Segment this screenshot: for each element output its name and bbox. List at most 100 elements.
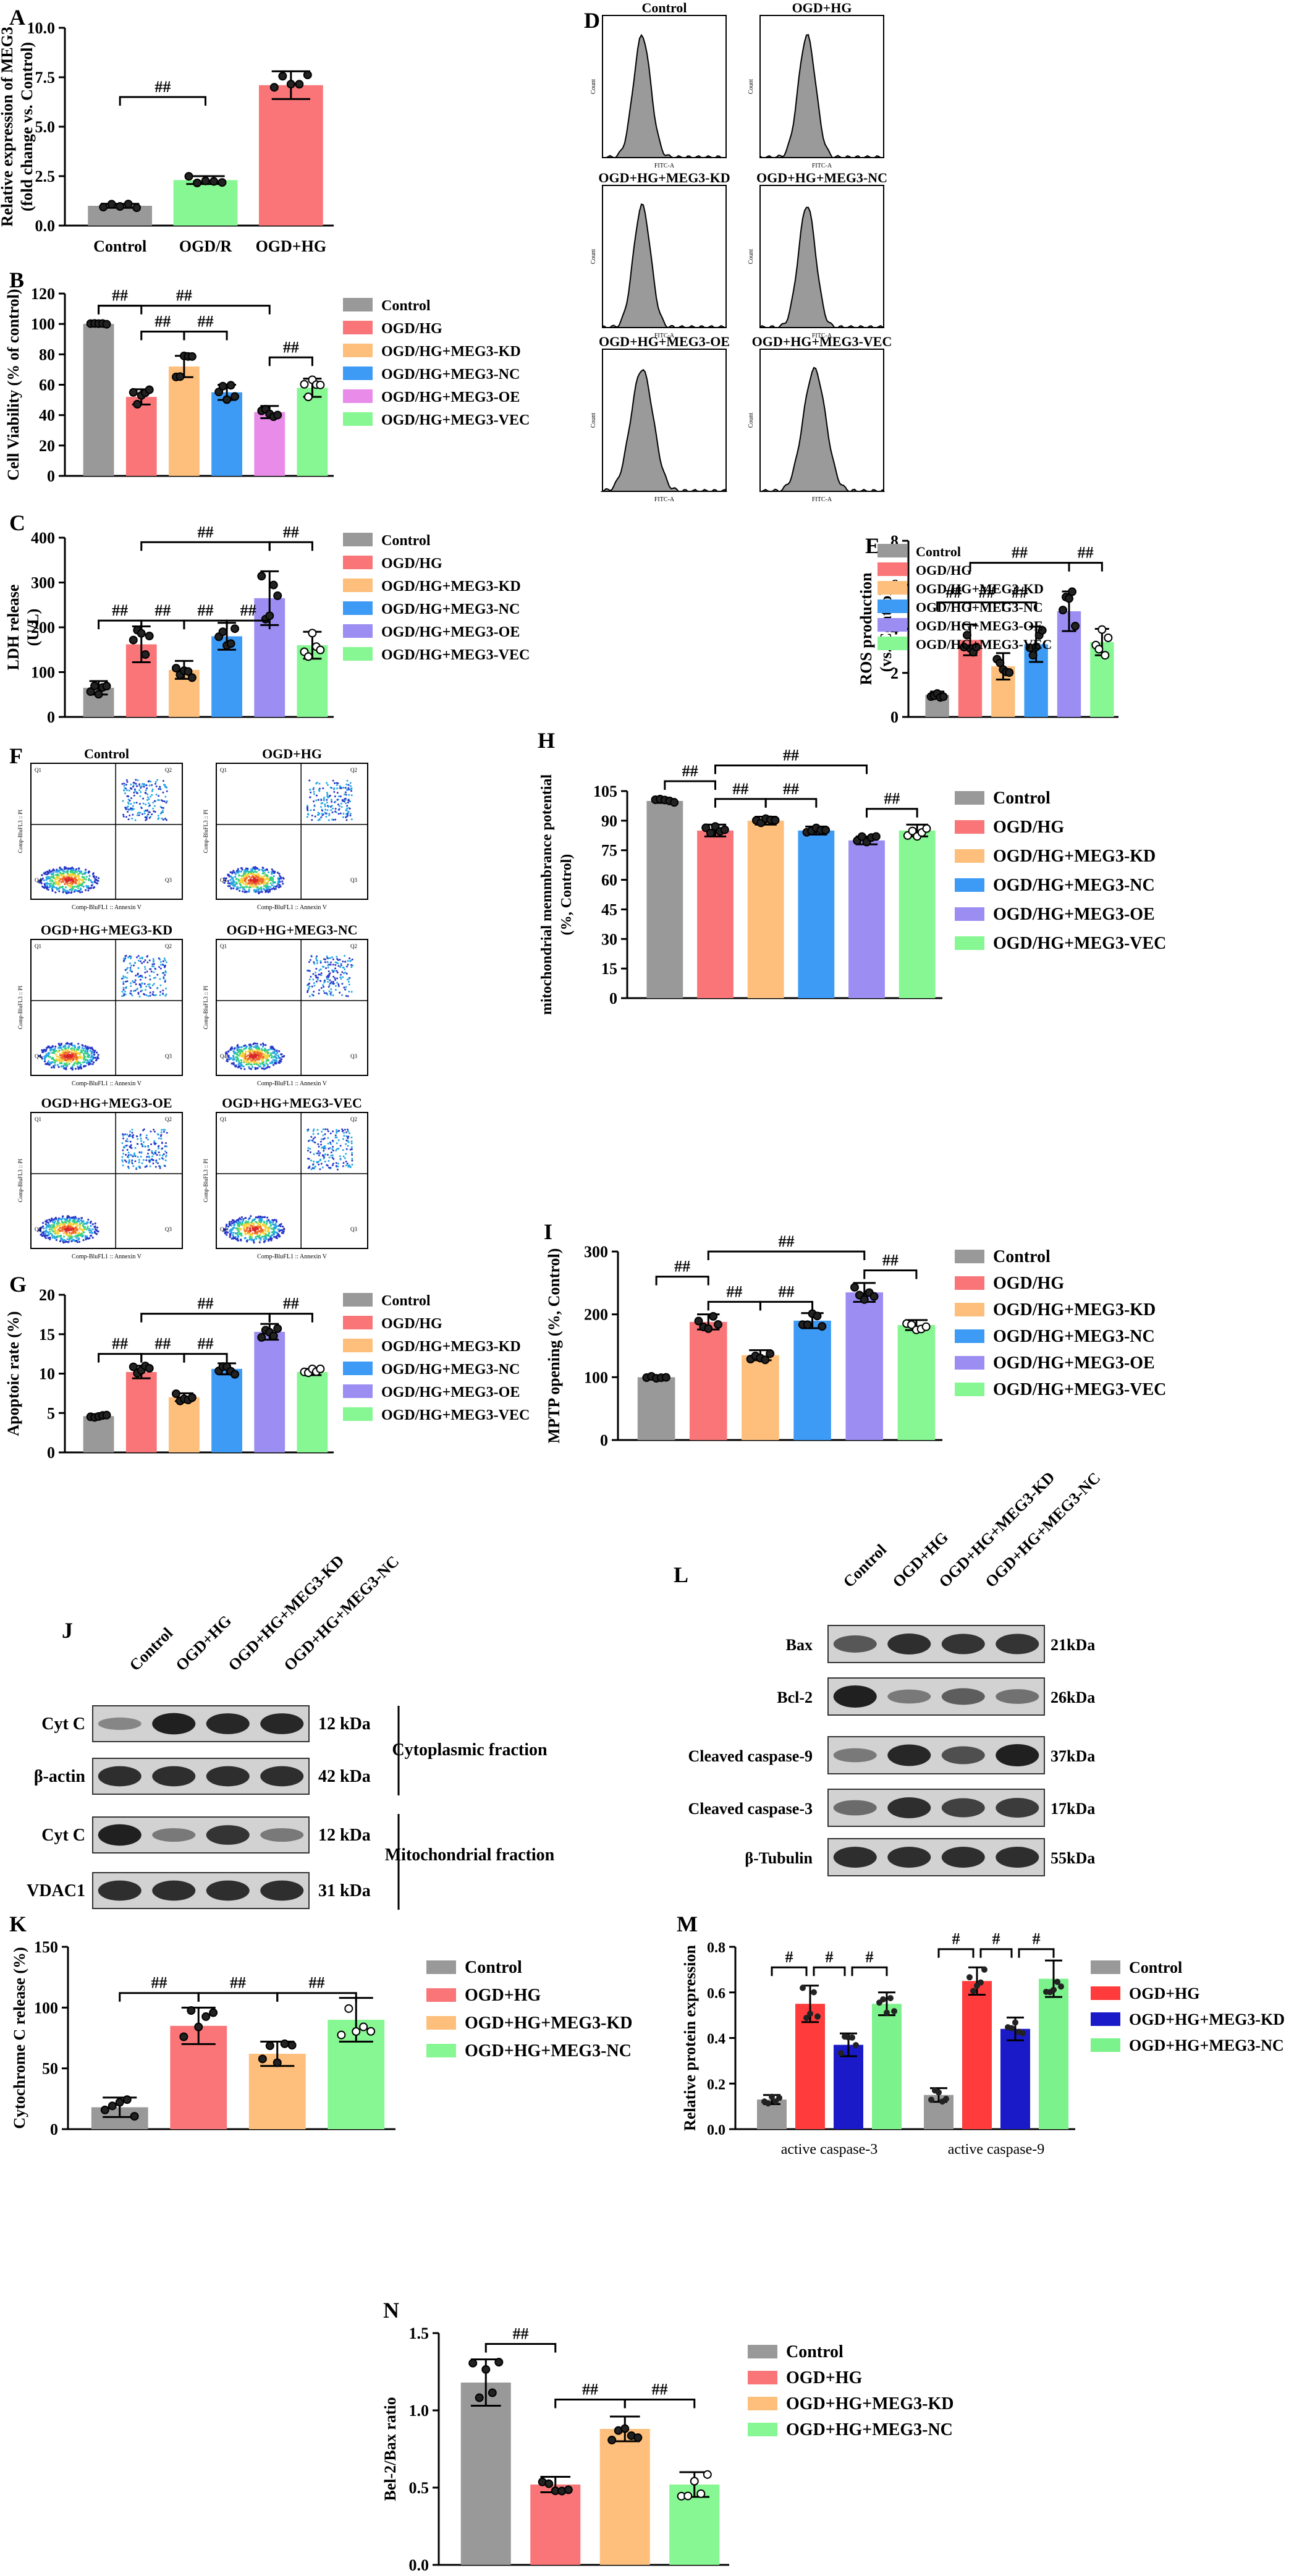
data-point — [257, 572, 266, 581]
blot-band — [260, 1880, 304, 1901]
significance-bracket — [484, 2343, 557, 2353]
dot — [336, 957, 339, 960]
dot — [349, 782, 352, 784]
panel-letter: A — [9, 5, 25, 30]
legend-entry: OGD/HG+MEG3-KD — [381, 344, 521, 360]
dot — [122, 988, 125, 991]
dot — [151, 784, 153, 786]
data-point — [344, 2004, 353, 2013]
dot — [248, 1052, 252, 1054]
dot — [324, 805, 326, 807]
dot — [70, 1061, 73, 1064]
dot — [142, 802, 145, 805]
dot — [313, 787, 315, 789]
dot — [263, 888, 265, 890]
data-point — [1058, 1983, 1064, 1990]
y-tick-label: 200 — [584, 1306, 608, 1324]
dot — [256, 1052, 258, 1055]
dot — [230, 1048, 232, 1051]
dot — [259, 880, 261, 883]
dot — [90, 1231, 93, 1234]
legend-entry: Control — [1129, 1959, 1182, 1976]
quadrant-label: Q1 — [35, 943, 41, 949]
dot — [327, 1137, 329, 1139]
legend-entry: Control — [381, 533, 431, 549]
dot — [42, 1222, 44, 1224]
dot — [122, 981, 125, 983]
dot — [243, 879, 246, 882]
data-point — [709, 1311, 718, 1321]
dot — [49, 878, 52, 880]
quadrant-label: Q4 — [35, 1053, 41, 1059]
dot — [242, 874, 245, 876]
dot — [321, 1146, 323, 1149]
dot — [135, 802, 138, 804]
dot — [306, 805, 308, 807]
dot — [61, 1065, 63, 1068]
dot — [140, 975, 142, 977]
dot — [248, 1066, 250, 1069]
dot — [52, 883, 55, 885]
dot — [261, 1056, 264, 1058]
dot — [250, 1215, 252, 1218]
dot — [339, 991, 341, 994]
dot — [78, 889, 80, 892]
dot — [254, 873, 256, 876]
dot — [307, 809, 309, 811]
data-point — [694, 1316, 703, 1326]
dot — [71, 873, 74, 875]
data-point — [1065, 594, 1073, 603]
dot — [52, 1230, 54, 1232]
dot — [273, 1235, 276, 1238]
dot — [261, 1062, 263, 1065]
dot — [165, 1142, 167, 1144]
dot — [152, 1159, 154, 1161]
y-tick-label: 150 — [34, 1938, 58, 1956]
dot — [74, 1218, 77, 1220]
dot — [249, 1057, 252, 1060]
blot-row-label: Cyt C — [41, 1826, 85, 1845]
bar — [460, 2383, 511, 2565]
legend-swatch — [877, 544, 907, 557]
dot — [129, 968, 132, 971]
dot — [336, 792, 339, 794]
dot — [229, 885, 231, 888]
y-tick-label: 80 — [39, 345, 55, 363]
panel-letter: K — [9, 1912, 27, 1936]
dot — [310, 791, 312, 794]
legend-entry: OGD+HG — [1129, 1985, 1200, 2002]
dot — [264, 1234, 267, 1237]
dot — [242, 1066, 245, 1068]
dot — [51, 1237, 54, 1239]
dot — [138, 995, 141, 998]
dot — [45, 1227, 48, 1229]
dot — [165, 988, 167, 990]
dot — [347, 810, 350, 813]
dot — [313, 990, 315, 993]
data-point — [265, 2041, 274, 2051]
dot — [234, 875, 237, 878]
legend-swatch — [343, 578, 373, 592]
dot — [132, 813, 134, 816]
y-axis-label: LDH release — [4, 585, 22, 671]
dot — [67, 883, 69, 885]
significance-mark: # — [952, 1930, 960, 1948]
dot — [122, 986, 125, 989]
dot — [44, 1057, 46, 1059]
dot — [351, 1158, 353, 1160]
legend-swatch — [955, 820, 984, 834]
blot-band — [98, 1880, 142, 1901]
bar — [795, 2004, 825, 2129]
dot — [78, 884, 81, 886]
dot — [272, 1064, 275, 1066]
dot — [145, 977, 147, 979]
dot — [329, 972, 331, 975]
dot — [324, 1147, 327, 1150]
dot — [71, 866, 74, 869]
dot — [277, 1054, 279, 1057]
dot — [239, 1232, 242, 1235]
dot — [350, 964, 353, 966]
dot — [329, 1142, 331, 1144]
